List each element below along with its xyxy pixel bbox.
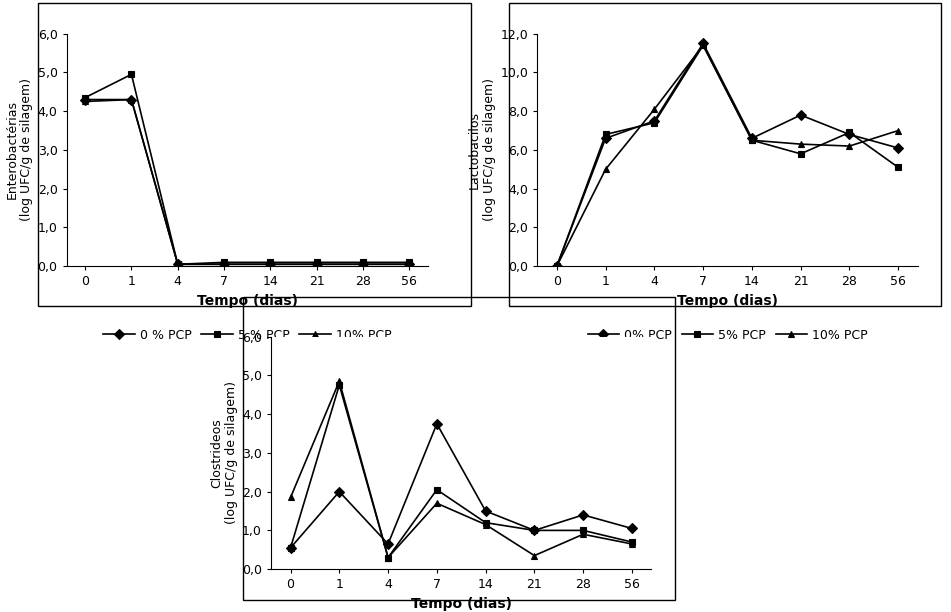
5% PCP: [649, 119, 660, 127]
5 % PCP: [126, 71, 137, 78]
0% PCP: [334, 488, 345, 495]
10% PCP: [219, 261, 230, 268]
0% PCP: [552, 263, 563, 270]
10% PCP: [795, 141, 806, 148]
5% PCP: [431, 486, 442, 493]
10% PCP: [79, 98, 90, 105]
5% PCP: [892, 164, 903, 171]
10% PCP: [431, 499, 442, 507]
0% PCP: [529, 527, 540, 534]
5% PCP: [600, 131, 611, 138]
Y-axis label: Lactobacilos
(log UFC/g de silagem): Lactobacilos (log UFC/g de silagem): [468, 78, 496, 222]
0 % PCP: [311, 261, 322, 268]
5 % PCP: [219, 259, 230, 266]
5% PCP: [844, 129, 855, 136]
0 % PCP: [172, 261, 184, 268]
10% PCP: [334, 378, 345, 385]
Legend: 0% PCP, 5% PCP, 10% PCP: 0% PCP, 5% PCP, 10% PCP: [583, 324, 872, 346]
0% PCP: [626, 524, 637, 532]
5% PCP: [480, 519, 492, 526]
0 % PCP: [358, 261, 369, 268]
X-axis label: Tempo (dias): Tempo (dias): [411, 597, 512, 611]
0 % PCP: [264, 261, 276, 268]
0% PCP: [892, 144, 903, 152]
10% PCP: [649, 106, 660, 113]
10% PCP: [844, 143, 855, 150]
0 % PCP: [126, 96, 137, 103]
10% PCP: [358, 261, 369, 268]
X-axis label: Tempo (dias): Tempo (dias): [677, 294, 778, 308]
5% PCP: [747, 136, 758, 144]
Line: 0% PCP: 0% PCP: [553, 40, 902, 270]
5% PCP: [529, 527, 540, 534]
Line: 10% PCP: 10% PCP: [553, 42, 902, 270]
0% PCP: [649, 118, 660, 125]
5% PCP: [697, 42, 708, 49]
10% PCP: [126, 96, 137, 103]
5% PCP: [795, 150, 806, 157]
10% PCP: [285, 494, 297, 501]
5% PCP: [382, 554, 394, 561]
0% PCP: [285, 544, 297, 551]
0 % PCP: [219, 261, 230, 268]
Y-axis label: Clostrideos
(log UFC/g de silagem): Clostrideos (log UFC/g de silagem): [210, 381, 238, 524]
5 % PCP: [404, 259, 416, 266]
0 % PCP: [404, 261, 416, 268]
10% PCP: [480, 521, 492, 528]
0% PCP: [844, 131, 855, 138]
5 % PCP: [79, 94, 90, 101]
10% PCP: [404, 261, 416, 268]
Line: 5 % PCP: 5 % PCP: [82, 71, 413, 268]
10% PCP: [626, 540, 637, 548]
Legend: 0 % PCP, 5 % PCP, 10% PCP: 0 % PCP, 5 % PCP, 10% PCP: [98, 324, 397, 346]
10% PCP: [600, 166, 611, 173]
5 % PCP: [358, 259, 369, 266]
5 % PCP: [264, 259, 276, 266]
10% PCP: [697, 42, 708, 49]
10% PCP: [172, 261, 184, 268]
0% PCP: [577, 511, 589, 518]
0% PCP: [747, 135, 758, 142]
10% PCP: [311, 261, 322, 268]
0% PCP: [382, 540, 394, 548]
10% PCP: [892, 127, 903, 134]
5% PCP: [626, 539, 637, 546]
5% PCP: [577, 527, 589, 534]
10% PCP: [382, 554, 394, 561]
Line: 5% PCP: 5% PCP: [553, 42, 902, 270]
0% PCP: [697, 40, 708, 47]
Line: 10% PCP: 10% PCP: [82, 96, 413, 268]
Line: 10% PCP: 10% PCP: [287, 378, 635, 561]
10% PCP: [577, 531, 589, 538]
X-axis label: Tempo (dias): Tempo (dias): [197, 294, 298, 308]
0% PCP: [431, 420, 442, 427]
10% PCP: [747, 136, 758, 144]
Y-axis label: Enterobactérias
(log UFC/g de silagem): Enterobactérias (log UFC/g de silagem): [6, 78, 33, 222]
Line: 0 % PCP: 0 % PCP: [82, 96, 413, 268]
5 % PCP: [311, 259, 322, 266]
Line: 5% PCP: 5% PCP: [287, 381, 635, 561]
0% PCP: [600, 135, 611, 142]
5% PCP: [334, 381, 345, 389]
5% PCP: [285, 544, 297, 551]
0% PCP: [795, 111, 806, 119]
0 % PCP: [79, 96, 90, 103]
0% PCP: [480, 507, 492, 515]
10% PCP: [529, 552, 540, 559]
10% PCP: [552, 263, 563, 270]
5% PCP: [552, 263, 563, 270]
Line: 0% PCP: 0% PCP: [287, 420, 635, 551]
5 % PCP: [172, 261, 184, 268]
10% PCP: [264, 261, 276, 268]
